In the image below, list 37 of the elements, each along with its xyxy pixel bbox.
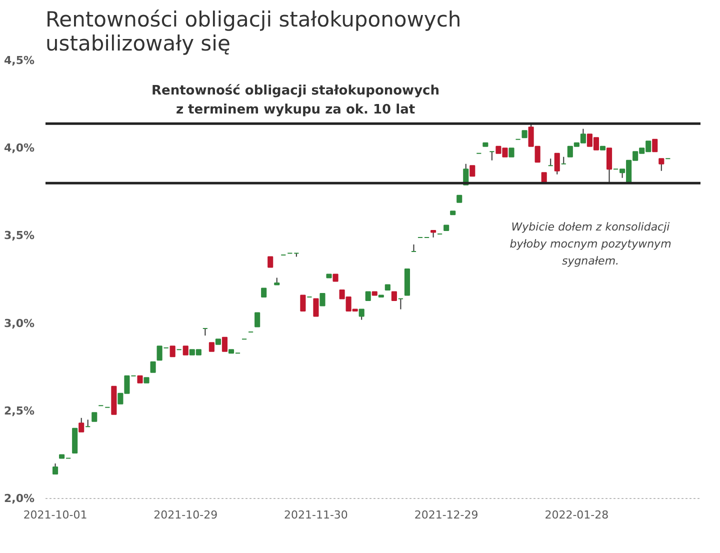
candlestick [268,256,274,268]
candlestick [410,244,417,252]
candlestick [358,308,364,320]
y-tick-label: 3,5% [4,229,35,242]
x-tick-label: 2022-01-28 [544,508,609,522]
x-tick-label: 2021-12-29 [414,508,478,522]
candlestick [658,158,664,172]
y-tick-label: 2,5% [4,404,35,418]
candlestick [222,336,228,352]
candlestick [398,298,404,310]
candlestick [85,419,91,428]
candlestick [170,346,176,358]
y-tick-label: 2,0% [4,492,35,505]
y-tick-label: 4,0% [4,142,35,155]
y-tick-label: 4,5% [4,54,35,67]
candlestick [489,151,495,161]
x-tick-label: 2021-10-01 [23,508,88,522]
candlestick [606,148,612,184]
candlestick [320,293,326,306]
candlestick [52,462,58,474]
candlestick [560,156,566,164]
candlestick [300,294,306,312]
candlestick [78,417,84,432]
x-tick-label: 2021-11-30 [284,508,348,522]
candlestick [548,158,554,166]
candlestick [313,298,319,317]
candlestick [202,328,208,336]
candlestick [652,138,658,152]
candlestick [554,152,560,175]
y-tick-label: 3,0% [4,316,35,330]
x-tick-label: 2021-10-29 [154,508,218,522]
candlestick [254,312,260,328]
candlestick [150,361,156,373]
annotation: Wybicie dołem z konsolidacji byłoby mocnym pozytywnym sygnałem. [510,220,672,268]
candlestick [470,165,476,177]
text: Rentowność obligacji stałokuponowych z terminem wykupu za ok. 10 lat [151,84,440,118]
chart-title: Rentowności obligacji stałokuponowych ustabilizowały się [46,8,462,56]
